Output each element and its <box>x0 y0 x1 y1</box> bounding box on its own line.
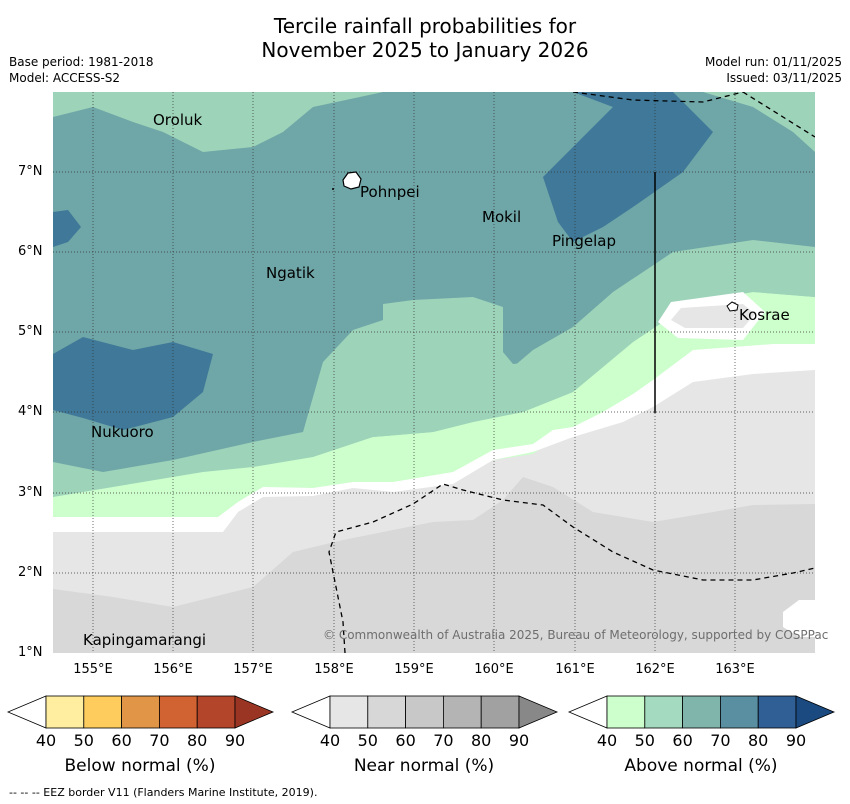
below-swatch-50 <box>83 695 123 729</box>
near-low-extension <box>290 695 331 729</box>
above-normal-80-west <box>53 337 213 430</box>
white-band <box>53 344 815 532</box>
place-kapingamarangi: Kapingamarangi <box>83 631 207 649</box>
lon-label-161e: 161°E <box>555 662 595 677</box>
near-swatch-70 <box>442 695 482 729</box>
place-ngatik: Ngatik <box>266 264 315 282</box>
colorbar-above-normal <box>567 695 836 729</box>
white-band-south <box>783 600 815 637</box>
below-tick-50: 50 <box>73 731 94 750</box>
place-pohnpei: Pohnpei <box>360 183 420 201</box>
below-tick-80: 80 <box>187 731 208 750</box>
lat-label-1n: 1°N <box>18 645 43 660</box>
issued-date: Issued: 03/11/2025 <box>726 71 842 85</box>
place-kosrae: Kosrae <box>739 306 790 324</box>
above-tick-90: 90 <box>785 731 807 750</box>
near-tick-70: 70 <box>433 731 454 750</box>
above-swatch-40 <box>606 695 646 729</box>
lon-label-163e: 163°E <box>715 662 755 677</box>
below-tick-60: 60 <box>111 731 132 750</box>
legend-below-normal-label: Below normal (%) <box>64 756 216 776</box>
lat-label-4n: 4°N <box>18 404 43 419</box>
kosrae-island-outline <box>726 301 739 312</box>
below-tick-70: 70 <box>149 731 170 750</box>
below-swatch-80 <box>196 695 236 729</box>
meta-right: Model run: 01/11/2025 Issued: 03/11/2025 <box>705 54 842 86</box>
pohnpei-island-outline <box>342 171 362 190</box>
lat-label-3n: 3°N <box>18 485 43 500</box>
place-oroluk: Oroluk <box>153 111 203 129</box>
near-swatch-60 <box>405 695 444 729</box>
above-normal-80-northeast <box>543 92 713 242</box>
lon-label-155e: 155°E <box>73 662 113 677</box>
place-pingelap: Pingelap <box>552 232 617 250</box>
above-swatch-60 <box>682 695 721 729</box>
above-tick-80: 80 <box>748 731 769 750</box>
map-svg <box>53 92 815 653</box>
above-swatch-80 <box>757 695 797 729</box>
model-run: Model run: 01/11/2025 <box>704 55 842 69</box>
model-name: Model: ACCESS-S2 <box>9 71 121 85</box>
near-tick-90: 90 <box>508 731 530 750</box>
lat-label-7n: 7°N <box>18 164 43 179</box>
lat-label-5n: 5°N <box>18 324 43 339</box>
above-high-extension <box>795 695 836 729</box>
colorbar-near-normal <box>290 695 559 729</box>
near-swatch-50 <box>367 695 406 729</box>
map-area[interactable]: Oroluk Pohnpei Mokil Pingelap Ngatik Kos… <box>53 92 815 653</box>
below-swatch-60 <box>121 695 160 729</box>
above-swatch-50 <box>644 695 683 729</box>
near-high-extension <box>518 695 559 729</box>
colorbar-legend <box>6 695 836 729</box>
title-line-1: Tercile rainfall probabilities for <box>273 14 577 38</box>
legend-near-normal-label: Near normal (%) <box>353 756 495 776</box>
meta-left: Base period: 1981-2018 Model: ACCESS-S2 <box>9 54 154 86</box>
legend-above-normal-label: Above normal (%) <box>624 756 778 776</box>
title-line-2: November 2025 to January 2026 <box>261 38 589 62</box>
map-title: Tercile rainfall probabilities for Novem… <box>0 14 850 62</box>
below-tick-90: 90 <box>224 731 246 750</box>
eez-border <box>328 92 815 653</box>
above-tick-70: 70 <box>710 731 731 750</box>
lat-label-2n: 2°N <box>18 565 43 580</box>
near-swatch-80 <box>480 695 520 729</box>
below-tick-40: 40 <box>35 731 57 750</box>
near-tick-80: 80 <box>471 731 492 750</box>
below-swatch-40 <box>45 695 85 729</box>
above-low-extension <box>567 695 608 729</box>
above-swatch-70 <box>720 695 759 729</box>
eez-footnote: -- -- -- EEZ border V11 (Flanders Marine… <box>9 786 318 799</box>
above-tick-40: 40 <box>596 731 618 750</box>
graticule <box>53 92 815 653</box>
lon-label-158e: 158°E <box>314 662 354 677</box>
atoll-dot <box>332 188 334 190</box>
lon-label-159e: 159°E <box>394 662 434 677</box>
above-normal-80-edge <box>53 210 81 247</box>
near-tick-50: 50 <box>357 731 378 750</box>
colorbar-below-normal <box>6 695 275 729</box>
place-mokil: Mokil <box>482 208 522 226</box>
above-tick-60: 60 <box>672 731 693 750</box>
lon-label-162e: 162°E <box>635 662 675 677</box>
place-nukuoro: Nukuoro <box>91 423 154 441</box>
copyright-notice: © Commonwealth of Australia 2025, Bureau… <box>323 628 829 642</box>
lat-label-6n: 6°N <box>18 244 43 259</box>
near-tick-60: 60 <box>395 731 416 750</box>
below-swatch-70 <box>158 695 198 729</box>
below-high-extension <box>234 695 275 729</box>
lon-label-160e: 160°E <box>474 662 514 677</box>
below-low-extension <box>6 695 47 729</box>
lon-label-157e: 157°E <box>233 662 273 677</box>
near-tick-40: 40 <box>319 731 341 750</box>
above-tick-50: 50 <box>634 731 655 750</box>
base-period: Base period: 1981-2018 <box>9 55 154 69</box>
near-normal-50-region <box>53 477 815 653</box>
lon-label-156e: 156°E <box>153 662 193 677</box>
near-swatch-40 <box>329 695 369 729</box>
